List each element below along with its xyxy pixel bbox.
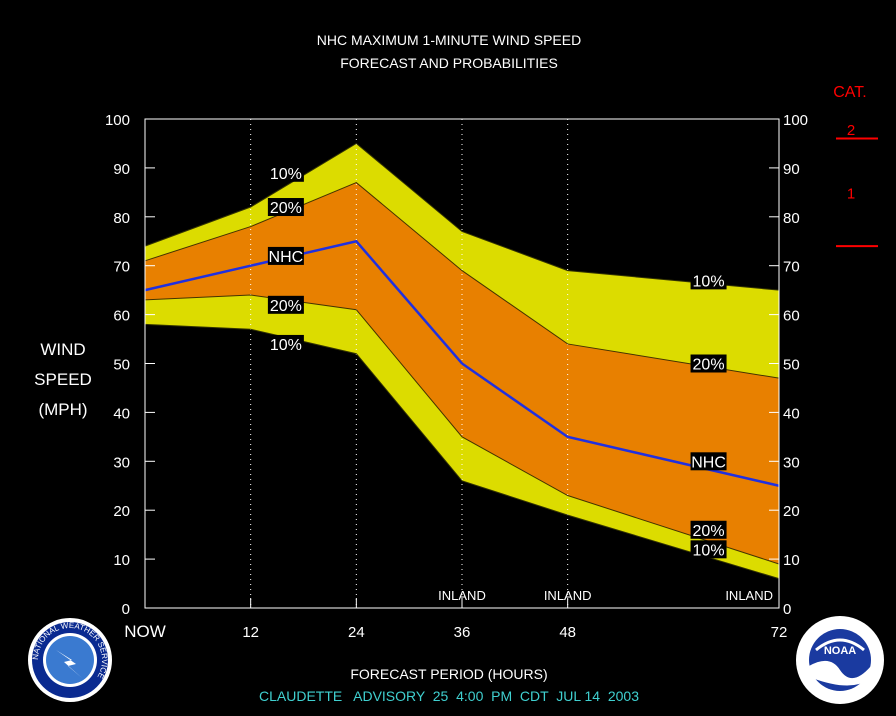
series-label-bg-1 xyxy=(267,198,304,217)
y-tick-label-left-10: 10 xyxy=(113,552,130,569)
x-tick-label-48: 48 xyxy=(559,624,576,641)
inland-label-1: INLAND xyxy=(544,588,592,603)
series-label-bg-7 xyxy=(690,452,727,471)
category-scale: CAT. 1 2 xyxy=(833,84,878,248)
y-tick-label-left-60: 60 xyxy=(113,308,130,325)
y-tick-label-left-30: 30 xyxy=(113,454,130,471)
y-tick-label-right-60: 60 xyxy=(783,308,800,325)
series-label-9: 10% xyxy=(693,542,725,559)
series-label-0: 10% xyxy=(270,166,302,183)
y-tick-label-right-50: 50 xyxy=(783,357,800,374)
y-tick-label-left-100: 100 xyxy=(105,112,130,129)
noaa-logo: NOAA xyxy=(796,616,884,704)
series-label-2: NHC xyxy=(269,249,304,266)
y-tick-label-left-70: 70 xyxy=(113,259,130,276)
y-tick-label-right-20: 20 xyxy=(783,503,800,520)
advisory-text: CLAUDETTE ADVISORY 25 4:00 PM CDT JUL 14… xyxy=(259,688,639,704)
series-label-6: 20% xyxy=(693,357,725,374)
series-label-4: 10% xyxy=(270,337,302,354)
inland-label-0: INLAND xyxy=(438,588,486,603)
y-tick-label-right-40: 40 xyxy=(783,405,800,422)
series-label-7: NHC xyxy=(691,454,726,471)
y-tick-label-right-30: 30 xyxy=(783,454,800,471)
series-label-bg-5 xyxy=(690,271,727,290)
y-tick-label-right-90: 90 xyxy=(783,161,800,178)
x-tick-label-0: NOW xyxy=(124,622,166,641)
x-tick-label-36: 36 xyxy=(454,624,471,641)
series-label-bg-3 xyxy=(267,295,304,314)
series-lines xyxy=(144,142,780,580)
line-upper-10 xyxy=(144,142,780,291)
line-nhc xyxy=(144,239,780,487)
series-label-3: 20% xyxy=(270,298,302,315)
chart-title-line2: FORECAST AND PROBABILITIES xyxy=(340,55,558,71)
y-tick-label-left-20: 20 xyxy=(113,503,130,520)
line-upper-20 xyxy=(144,181,780,379)
band-20-percent xyxy=(145,182,779,564)
series-label-8: 20% xyxy=(693,523,725,540)
x-tick-label-24: 24 xyxy=(348,624,365,641)
y-tick-label-left-90: 90 xyxy=(113,161,130,178)
y-tick-label-right-10: 10 xyxy=(783,552,800,569)
x-tick-label-12: 12 xyxy=(242,624,259,641)
line-lower-10 xyxy=(144,323,780,580)
y-axis-label-line2: SPEED xyxy=(34,370,92,389)
inland-label-2: INLAND xyxy=(725,588,773,603)
y-axis-label-line1: WIND xyxy=(40,340,85,359)
y-axis-label: WIND SPEED (MPH) xyxy=(34,340,92,419)
bird-wing-icon xyxy=(815,638,865,652)
y-tick-label-right-80: 80 xyxy=(783,210,800,227)
inland-labels: INLAND INLAND INLAND xyxy=(438,588,773,603)
y-tick-label-right-70: 70 xyxy=(783,259,800,276)
y-tick-label-left-50: 50 xyxy=(113,357,130,374)
y-tick-label-left-0: 0 xyxy=(122,601,130,618)
noaa-logo-text: NOAA xyxy=(824,645,856,657)
series-label-bg-8 xyxy=(690,520,727,539)
nws-logo: NATIONAL WEATHER SERVICE xyxy=(28,618,112,702)
series-label-1: 20% xyxy=(270,200,302,217)
y-axis-label-line3: (MPH) xyxy=(38,400,87,419)
x-axis-label: FORECAST PERIOD (HOURS) xyxy=(350,666,547,682)
y-tick-label-right-100: 100 xyxy=(783,112,808,129)
category-heading: CAT. xyxy=(833,84,866,101)
category-label-2: 2 xyxy=(847,122,855,139)
y-tick-label-left-80: 80 xyxy=(113,210,130,227)
series-label-bg-4 xyxy=(267,334,304,353)
series-label-5: 10% xyxy=(693,273,725,290)
series-label-bg-0 xyxy=(267,163,304,182)
series-label-bg-6 xyxy=(690,354,727,373)
series-label-bg-2 xyxy=(267,246,304,265)
category-label-1: 1 xyxy=(847,185,855,202)
y-tick-label-left-40: 40 xyxy=(113,405,130,422)
line-lower-20 xyxy=(144,294,780,565)
axis-ticks: 0 0 10 10 20 20 30 30 40 40 50 50 60 60 70 70 80 80 90 90 10… xyxy=(105,112,808,641)
x-tick-label-72: 72 xyxy=(771,624,788,641)
lightning-bolt-icon xyxy=(56,650,82,678)
y-tick-label-right-0: 0 xyxy=(783,601,791,618)
chart-title-line1: NHC MAXIMUM 1-MINUTE WIND SPEED xyxy=(317,32,581,48)
series-labels: 10% 20% NHC 20% 10% 10% 20% NHC 20% 10% xyxy=(267,163,727,559)
series-label-bg-9 xyxy=(690,540,727,559)
